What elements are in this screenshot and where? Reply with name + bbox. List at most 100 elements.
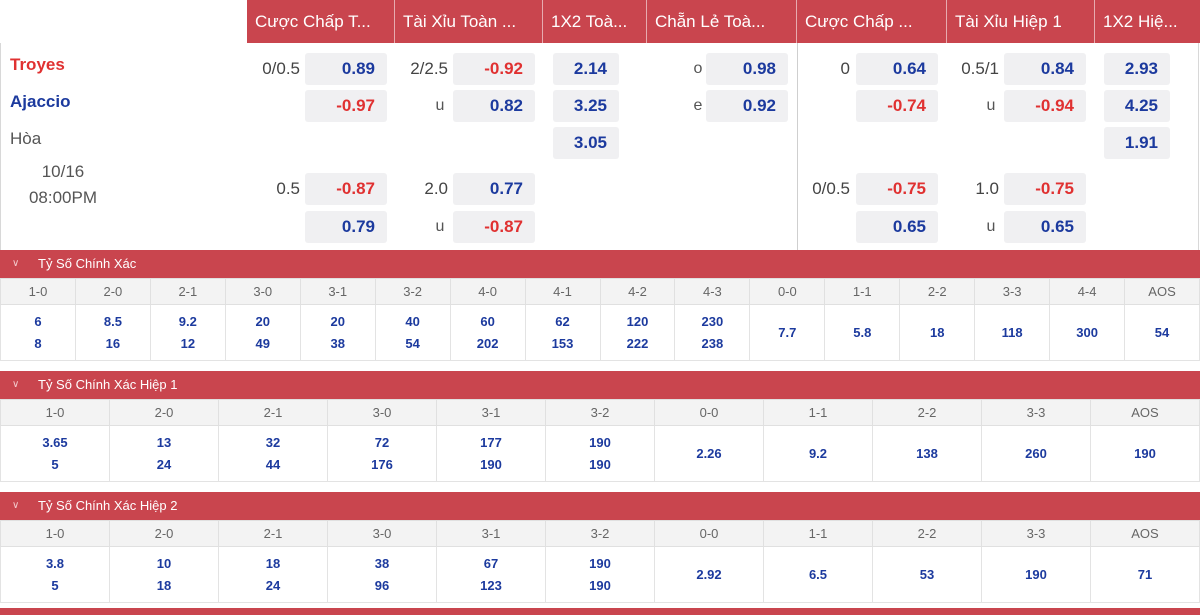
ou-ft-over-odd-2[interactable]: 0.77 (453, 173, 535, 205)
away-score-odd[interactable]: 18 (156, 577, 172, 593)
section-correct-score-h2[interactable]: ∨ Tỷ Số Chính Xác Hiệp 2 (0, 492, 1200, 520)
section-next-collapsed[interactable] (0, 608, 1200, 615)
home-score-odd[interactable]: 13 (156, 434, 172, 450)
away-score-odd[interactable]: 222 (626, 335, 649, 351)
score-cell[interactable]: 177 190 (436, 425, 546, 482)
home-score-odd[interactable]: 72 (374, 434, 390, 450)
home-score-odd[interactable]: 3.8 (45, 555, 65, 571)
score-cell[interactable]: 138 (872, 425, 982, 482)
away-score-odd[interactable]: 176 (371, 456, 393, 472)
draw-score-odd[interactable]: 2.26 (696, 446, 722, 461)
home-score-odd[interactable]: 120 (626, 313, 649, 329)
draw-score-odd[interactable]: 53 (919, 567, 935, 582)
ou-ft-under-odd-1[interactable]: 0.82 (453, 90, 535, 122)
draw-score-odd[interactable]: 138 (916, 446, 938, 461)
draw-score-odd[interactable]: 6.5 (808, 567, 828, 582)
score-cell[interactable]: 40 54 (374, 304, 451, 361)
home-score-odd[interactable]: 20 (330, 313, 345, 329)
ah-ft-away-odd-1[interactable]: -0.97 (305, 90, 387, 122)
score-cell[interactable]: 60 202 (449, 304, 526, 361)
score-cell[interactable]: 190 (981, 546, 1091, 603)
home-score-odd[interactable]: 67 (483, 555, 499, 571)
tab-1x2-ft[interactable]: 1X2 Toà... (543, 0, 647, 43)
score-cell[interactable]: 190 190 (545, 546, 655, 603)
section-correct-score[interactable]: ∨ Tỷ Số Chính Xác (0, 250, 1200, 278)
x12-ft-away-odd[interactable]: 3.25 (553, 90, 619, 122)
score-cell[interactable]: 20 49 (224, 304, 301, 361)
away-score-odd[interactable]: 16 (105, 335, 121, 351)
home-score-odd[interactable]: 18 (265, 555, 281, 571)
score-cell[interactable]: 190 (1090, 425, 1200, 482)
away-team-name[interactable]: Ajaccio (10, 92, 71, 111)
home-score-odd[interactable]: 9.2 (178, 313, 197, 329)
tab-over-under-h1[interactable]: Tài Xỉu Hiệp 1 (947, 0, 1095, 43)
score-cell[interactable]: 260 (981, 425, 1091, 482)
score-cell[interactable]: 8.5 16 (74, 304, 151, 361)
draw-score-odd[interactable]: 7.7 (778, 325, 797, 340)
away-score-odd[interactable]: 96 (374, 577, 390, 593)
ah-ft-home-odd-1[interactable]: 0.89 (305, 53, 387, 85)
ou-h1-over-odd-2[interactable]: -0.75 (1004, 173, 1086, 205)
score-cell[interactable]: 230 238 (674, 304, 751, 361)
draw-score-odd[interactable]: 9.2 (808, 446, 828, 461)
away-score-odd[interactable]: 5 (51, 456, 59, 472)
score-cell[interactable]: 3.65 5 (0, 425, 110, 482)
home-score-odd[interactable]: 230 (701, 313, 724, 329)
chevron-down-icon[interactable]: ∨ (12, 500, 20, 511)
home-score-odd[interactable]: 3.65 (42, 434, 68, 450)
aos-score-odd[interactable]: 71 (1137, 567, 1153, 582)
score-cell[interactable]: 120 222 (599, 304, 676, 361)
home-score-odd[interactable]: 38 (374, 555, 390, 571)
tab-over-under-ft[interactable]: Tài Xỉu Toàn ... (395, 0, 543, 43)
x12-h1-draw-odd[interactable]: 1.91 (1104, 127, 1170, 159)
score-cell[interactable]: 300 (1049, 304, 1126, 361)
draw-score-odd[interactable]: 5.8 (853, 325, 872, 340)
ou-h1-under-odd-2[interactable]: 0.65 (1004, 211, 1086, 243)
x12-h1-away-odd[interactable]: 4.25 (1104, 90, 1170, 122)
ah-h1-away-odd-1[interactable]: -0.74 (856, 90, 938, 122)
score-cell[interactable]: 5.8 (824, 304, 901, 361)
score-cell[interactable]: 2.92 (654, 546, 764, 603)
score-cell[interactable]: 3.8 5 (0, 546, 110, 603)
score-cell[interactable]: 18 24 (218, 546, 328, 603)
ah-ft-away-odd-2[interactable]: 0.79 (305, 211, 387, 243)
draw-score-odd[interactable]: 300 (1076, 325, 1098, 340)
away-score-odd[interactable]: 5 (51, 577, 59, 593)
ah-h1-home-odd-1[interactable]: 0.64 (856, 53, 938, 85)
home-score-odd[interactable]: 177 (480, 434, 502, 450)
away-score-odd[interactable]: 54 (405, 335, 420, 351)
score-cell[interactable]: 7.7 (749, 304, 826, 361)
chevron-down-icon[interactable]: ∨ (12, 258, 20, 269)
tab-handicap-ft[interactable]: Cược Chấp T... (247, 0, 395, 43)
home-score-odd[interactable]: 8.5 (103, 313, 122, 329)
home-score-odd[interactable]: 32 (265, 434, 281, 450)
away-score-odd[interactable]: 190 (480, 456, 502, 472)
home-score-odd[interactable]: 40 (405, 313, 420, 329)
ou-h1-over-odd-1[interactable]: 0.84 (1004, 53, 1086, 85)
score-cell[interactable]: 20 38 (299, 304, 376, 361)
home-score-odd[interactable]: 20 (255, 313, 271, 329)
away-score-odd[interactable]: 153 (551, 335, 574, 351)
draw-score-odd[interactable]: 18 (929, 325, 945, 340)
away-score-odd[interactable]: 202 (476, 335, 499, 351)
score-cell[interactable]: 32 44 (218, 425, 328, 482)
draw-score-odd[interactable]: 260 (1025, 446, 1047, 461)
draw-score-odd[interactable]: 118 (1001, 325, 1023, 340)
away-score-odd[interactable]: 190 (589, 577, 611, 593)
home-score-odd[interactable]: 62 (555, 313, 570, 329)
tab-1x2-h1[interactable]: 1X2 Hiệ... (1095, 0, 1200, 43)
tab-handicap-h1[interactable]: Cược Chấp ... (797, 0, 947, 43)
score-cell[interactable]: 13 24 (109, 425, 219, 482)
draw-score-odd[interactable]: 190 (1025, 567, 1047, 582)
score-cell[interactable]: 54 (1124, 304, 1200, 361)
away-score-odd[interactable]: 238 (701, 335, 724, 351)
score-cell[interactable]: 72 176 (327, 425, 437, 482)
draw-score-odd[interactable]: 2.92 (696, 567, 722, 582)
away-score-odd[interactable]: 190 (589, 456, 611, 472)
x12-ft-home-odd[interactable]: 2.14 (553, 53, 619, 85)
ah-h1-home-odd-2[interactable]: -0.75 (856, 173, 938, 205)
score-cell[interactable]: 190 190 (545, 425, 655, 482)
score-cell[interactable]: 53 (872, 546, 982, 603)
x12-ft-draw-odd[interactable]: 3.05 (553, 127, 619, 159)
